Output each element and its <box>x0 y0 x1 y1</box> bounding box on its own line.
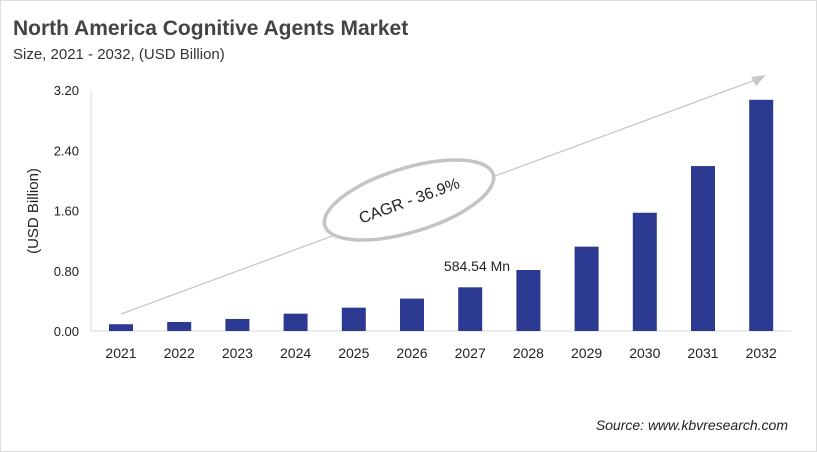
bar-2021 <box>109 324 133 331</box>
cagr-ellipse <box>322 158 496 242</box>
bar-2023 <box>225 318 250 331</box>
bar-2026 <box>400 298 424 331</box>
x-tick-label: 2027 <box>455 345 486 361</box>
chart-title: North America Cognitive Agents Market <box>13 17 409 40</box>
y-tick-label: 1.60 <box>54 204 79 219</box>
x-tick-label: 2021 <box>105 345 136 361</box>
x-tick-label: 2029 <box>571 345 602 361</box>
x-tick-label: 2028 <box>513 345 544 361</box>
x-tick-label: 2030 <box>629 345 660 361</box>
x-tick-label: 2023 <box>222 345 253 361</box>
y-tick-label: 3.20 <box>54 83 79 98</box>
source-text: Source: www.kbvresearch.com <box>595 417 788 433</box>
x-tick-label: 2022 <box>164 345 195 361</box>
x-tick-label: 2032 <box>746 345 777 361</box>
bar-2030 <box>632 212 657 331</box>
y-tick-label: 0.00 <box>54 324 79 339</box>
bar-2025 <box>341 307 366 331</box>
y-tick-label: 0.80 <box>54 264 79 279</box>
bar-2032 <box>749 99 774 332</box>
bar-2028 <box>516 269 541 331</box>
chart-subtitle: Size, 2021 - 2032, (USD Billion) <box>13 46 225 63</box>
trend-arrow-head <box>751 75 766 86</box>
bar-2029 <box>574 246 599 331</box>
x-tick-label: 2025 <box>338 345 369 361</box>
bar-2024 <box>283 313 308 331</box>
bar-2031 <box>691 166 715 331</box>
bar-2022 <box>167 321 192 331</box>
bar-2027 <box>458 287 483 331</box>
value-annotation: 584.54 Mn <box>444 258 510 274</box>
x-tick-label: 2024 <box>280 345 311 361</box>
x-tick-label: 2026 <box>396 345 427 361</box>
y-tick-label: 2.40 <box>54 143 79 158</box>
y-axis-title: (USD Billion) <box>25 168 42 254</box>
x-tick-label: 2031 <box>687 345 718 361</box>
